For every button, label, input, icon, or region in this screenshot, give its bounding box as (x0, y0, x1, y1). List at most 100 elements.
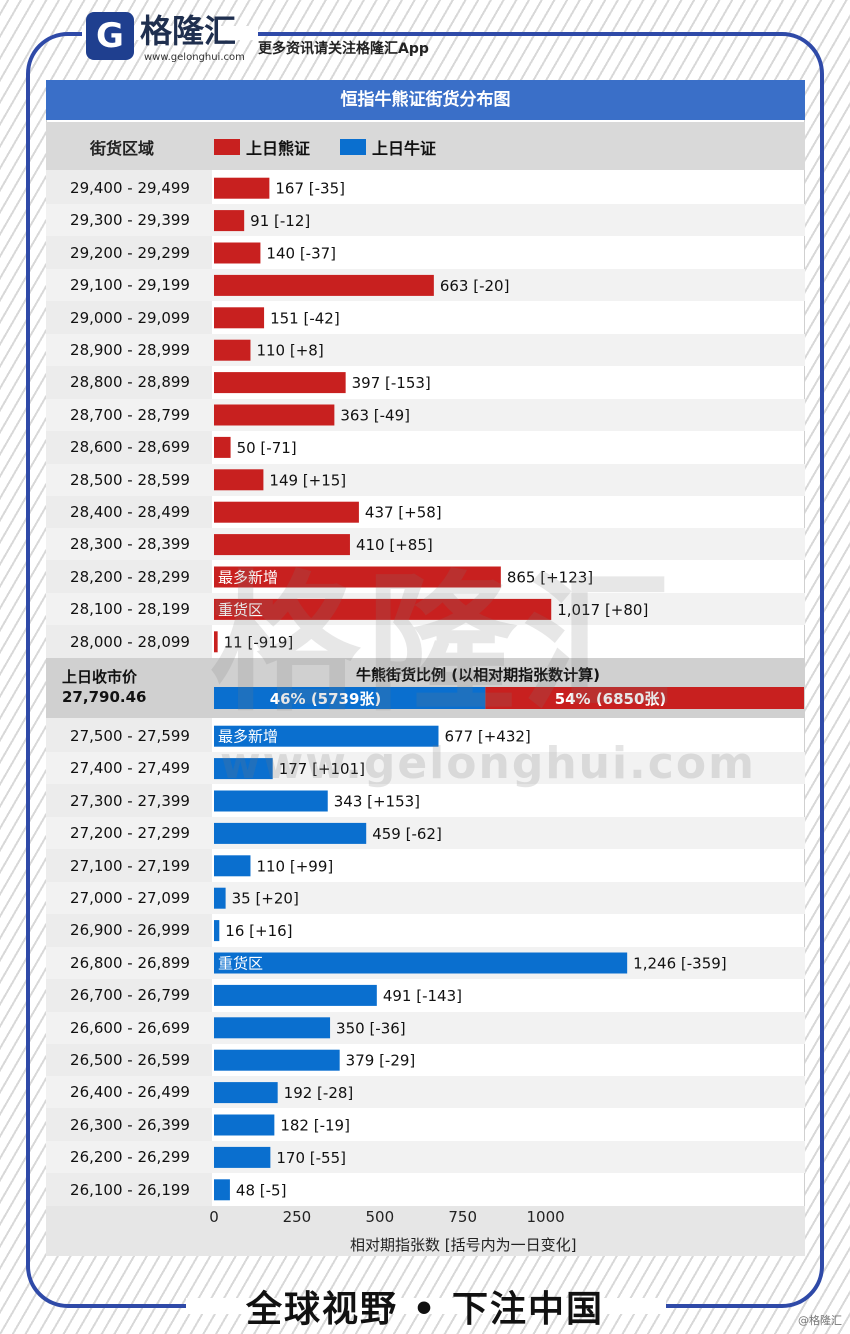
bar-value-label: 140 [-37] (266, 245, 336, 263)
bar-value-label: 151 [-42] (270, 309, 340, 327)
bar-value-label: 110 [+8] (256, 342, 323, 360)
category-label: 26,400 - 26,499 (70, 1083, 190, 1102)
x-tick-label: 500 (365, 1208, 395, 1226)
category-label: 28,500 - 28,599 (70, 470, 190, 489)
category-label: 26,100 - 26,199 (70, 1180, 190, 1199)
legend-bear-label: 上日熊证 (246, 139, 311, 158)
row-band (46, 334, 805, 366)
ratio-title: 牛熊街货比例 (以相对期指张数计算) (356, 666, 600, 684)
brand-logo: G 格隆汇 www.gelonghui.com (86, 10, 254, 66)
watermark-url: www.gelonghui.com (220, 738, 756, 789)
bar (214, 631, 218, 653)
category-label: 28,900 - 28,999 (70, 341, 190, 359)
bar (214, 242, 261, 264)
footer-credit: @格隆汇 (798, 1314, 842, 1327)
category-label: 28,700 - 28,799 (70, 405, 190, 424)
bar-value-label: 11 [-919] (224, 633, 294, 651)
row-band (46, 463, 805, 496)
row-band (46, 817, 805, 850)
bar-value-label: 182 [-19] (280, 1117, 350, 1135)
bar-value-label: 149 [+15] (269, 471, 346, 489)
bar-value-label: 170 [-55] (276, 1149, 346, 1167)
category-label: 27,400 - 27,499 (70, 759, 190, 778)
bar-value-label: 410 [+85] (356, 536, 433, 554)
ratio-bull-bar (214, 687, 486, 709)
bar (214, 1017, 331, 1039)
category-label: 29,400 - 29,499 (70, 179, 190, 197)
bar-value-label: 663 [-20] (440, 277, 510, 295)
x-tick-label: 0 (209, 1208, 219, 1226)
bar-value-label: 343 [+153] (334, 793, 420, 811)
bar (214, 307, 265, 329)
bar (214, 274, 434, 296)
row-band (46, 752, 805, 785)
bar (214, 566, 501, 588)
bar-value-label: 110 [+99] (256, 857, 333, 875)
bar (214, 984, 377, 1006)
category-label: 28,100 - 28,199 (70, 600, 190, 619)
bar (214, 920, 220, 942)
bar (214, 177, 270, 199)
category-label: 28,600 - 28,699 (70, 438, 190, 457)
bar (214, 790, 328, 812)
bar (214, 822, 367, 844)
category-label: 27,100 - 27,199 (70, 856, 190, 875)
bar (214, 725, 439, 747)
x-tick-label: 750 (448, 1208, 478, 1226)
logo-mark-icon: G (86, 12, 134, 60)
bar (214, 1114, 275, 1136)
bar-annotation: 最多新增 (218, 728, 278, 746)
row-band (46, 1011, 805, 1044)
x-tick-label: 250 (282, 1208, 312, 1226)
bar (214, 1082, 278, 1104)
x-tick-label: 1000 (526, 1208, 565, 1226)
legend-bull-label: 上日牛证 (372, 139, 437, 158)
footer-slogan: 全球视野 • 下注中国 (245, 1289, 605, 1330)
bar-annotation: 最多新增 (218, 569, 278, 587)
category-label: 28,200 - 28,299 (70, 567, 190, 586)
category-label: 27,500 - 27,599 (70, 727, 190, 745)
bar-value-label: 865 [+123] (507, 569, 593, 587)
header-note: 更多资讯请关注格隆汇App (258, 41, 429, 57)
bar-annotation: 重货区 (218, 601, 263, 619)
bar (214, 855, 251, 877)
x-axis-label: 相对期指张数 [括号内为一日变化] (350, 1236, 577, 1254)
category-label: 28,300 - 28,399 (70, 535, 190, 554)
logo-url: www.gelonghui.com (144, 52, 245, 63)
bar (214, 501, 359, 523)
frame-gap-bottom (186, 1298, 666, 1314)
legend-axis-label: 街货区域 (90, 139, 155, 158)
legend-bar (46, 122, 805, 170)
category-label: 26,800 - 26,899 (70, 953, 190, 972)
row-band (46, 1141, 805, 1174)
bar-value-label: 91 [-12] (250, 212, 310, 230)
bar (214, 372, 346, 394)
category-label: 28,800 - 28,899 (70, 373, 190, 392)
bar (214, 1146, 271, 1168)
bar (214, 210, 245, 232)
bar-value-label: 379 [-29] (346, 1052, 416, 1070)
bar-value-label: 1,246 [-359] (633, 955, 726, 973)
close-label: 上日收市价 (62, 668, 138, 686)
bar-annotation: 重货区 (218, 955, 263, 973)
bar (214, 1049, 340, 1071)
bar (214, 952, 628, 974)
bar-value-label: 677 [+432] (444, 728, 530, 746)
category-label: 27,300 - 27,399 (70, 791, 190, 810)
ratio-bear-bar (485, 687, 804, 709)
category-label: 28,400 - 28,499 (70, 503, 190, 521)
category-label: 26,700 - 26,799 (70, 986, 190, 1005)
bar (214, 404, 335, 426)
category-label: 29,100 - 29,199 (70, 276, 190, 295)
bar-value-label: 177 [+101] (279, 760, 365, 778)
bar (214, 534, 350, 556)
category-label: 29,300 - 29,399 (70, 211, 190, 230)
ratio-bull-text: 46% (5739张) (269, 690, 382, 708)
row-band (46, 398, 805, 431)
bar-value-label: 397 [-153] (352, 374, 431, 392)
category-label: 26,300 - 26,399 (70, 1115, 190, 1134)
bar-value-label: 437 [+58] (365, 504, 442, 522)
bar-value-label: 363 [-49] (340, 407, 410, 425)
row-band (46, 1076, 805, 1109)
